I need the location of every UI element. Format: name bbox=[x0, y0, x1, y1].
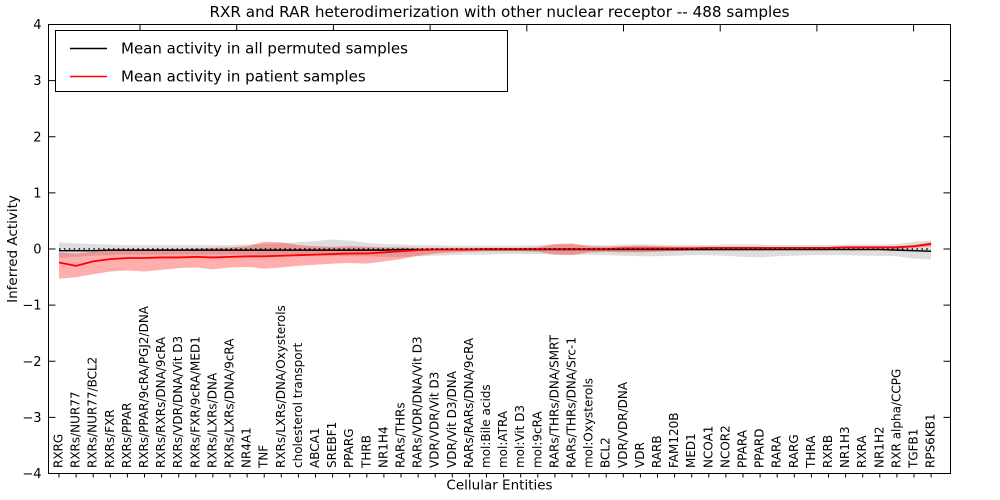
x-tick-label: VDR/VDR/DNA bbox=[616, 381, 630, 468]
x-tick-label: RARG bbox=[787, 434, 801, 468]
x-tick-label: NR4A1 bbox=[240, 427, 254, 468]
x-tick-label: RXRs/VDR/DNA/Vit D3 bbox=[171, 336, 185, 468]
legend-label: Mean activity in patient samples bbox=[121, 68, 366, 86]
x-tick-label: RXRs/NUR77 bbox=[69, 391, 83, 468]
x-tick-label: RXRG bbox=[52, 434, 66, 468]
y-tick-label: 0 bbox=[33, 243, 41, 258]
y-axis-label: Inferred Activity bbox=[5, 195, 21, 303]
x-tick-label: BCL2 bbox=[599, 437, 613, 468]
x-tick-label: RXR alpha/CCPG bbox=[889, 369, 903, 468]
x-tick-label: RXRB bbox=[821, 435, 835, 468]
x-tick-label: RXRs/LXRs/DNA/Oxysterols bbox=[274, 305, 288, 468]
x-tick-label: ABCA1 bbox=[308, 428, 322, 468]
y-tick-label: 4 bbox=[33, 18, 41, 33]
x-tick-label: VDR/VDR/Vit D3 bbox=[428, 372, 442, 468]
x-tick-label: NCOR2 bbox=[718, 425, 732, 468]
x-tick-label: mol:Bile acids bbox=[479, 384, 493, 468]
x-tick-label: RARs/RARs/DNA/9cRA bbox=[462, 337, 476, 468]
x-tick-label: RARs/THRs/DNA/SMRT bbox=[547, 334, 561, 468]
x-tick-label: RXRs/PPAR bbox=[120, 403, 134, 468]
x-tick-label: mol:Vit D3 bbox=[513, 405, 527, 468]
x-tick-label: VDR bbox=[633, 442, 647, 468]
chart-title: RXR and RAR heterodimerization with othe… bbox=[209, 3, 789, 21]
x-tick-label: THRB bbox=[359, 435, 373, 469]
y-axis: −4 −3 −2 −1 0 1 2 3 4 bbox=[22, 18, 951, 482]
x-tick-label: RARA bbox=[770, 435, 784, 468]
legend-label: Mean activity in all permuted samples bbox=[121, 40, 408, 58]
x-tick-label: RARs/VDR/DNA/Vit D3 bbox=[411, 336, 425, 468]
x-tick-label: mol:9cRA bbox=[530, 411, 544, 468]
y-tick-label: −3 bbox=[22, 411, 41, 426]
x-tick-label: TNF bbox=[257, 445, 271, 469]
x-tick-label: NR1H4 bbox=[376, 426, 390, 468]
x-tick-label: THRA bbox=[804, 435, 818, 469]
x-tick-label: MED1 bbox=[684, 433, 698, 468]
x-tick-label: RXRs/LXRs/DNA bbox=[205, 372, 219, 468]
x-tick-label: VDR/Vit D3/DNA bbox=[445, 370, 459, 468]
x-tick-label: RXRs/NUR77/BCL2 bbox=[86, 357, 100, 468]
x-axis-label: Cellular Entities bbox=[446, 478, 552, 494]
x-tick-label: RXRs/FXR bbox=[103, 409, 117, 468]
x-tick-label: NR1H3 bbox=[838, 426, 852, 468]
x-tick-label: RARs/THRs bbox=[394, 402, 408, 468]
x-tick-label: RXRA bbox=[855, 435, 869, 468]
y-tick-label: 2 bbox=[33, 130, 41, 145]
x-tick-label: RXRs/RXRs/DNA/9cRA bbox=[154, 336, 168, 468]
x-tick-label: mol:Oxysterols bbox=[582, 378, 596, 468]
x-tick-label: RXRs/PPAR/9cRA/PGJ2/DNA bbox=[137, 305, 151, 468]
y-tick-label: −4 bbox=[22, 467, 41, 482]
legend: Mean activity in all permuted samples Mea… bbox=[55, 30, 508, 92]
y-tick-label: 1 bbox=[33, 186, 41, 201]
x-tick-label: SREBF1 bbox=[325, 422, 339, 468]
x-tick-label: NCOA1 bbox=[701, 426, 715, 468]
x-tick-label: PPARA bbox=[736, 429, 750, 468]
x-tick-label: FAM120B bbox=[667, 413, 681, 469]
x-tick-label: RARB bbox=[650, 435, 664, 468]
patient-mean-line bbox=[58, 243, 932, 267]
y-tick-label: −1 bbox=[22, 299, 41, 314]
y-tick-label: 3 bbox=[33, 74, 41, 89]
x-tick-label: RPS6KB1 bbox=[924, 413, 938, 468]
x-tick-label: NR1H2 bbox=[872, 426, 886, 468]
x-tick-label: mol:ATRA bbox=[496, 410, 510, 468]
legend-box bbox=[55, 30, 508, 92]
x-tick-label: PPARG bbox=[342, 428, 356, 468]
y-tick-label: −2 bbox=[22, 355, 41, 370]
patient-band bbox=[59, 241, 932, 279]
x-axis: RXRG RXRs/NUR77 RXRs/NUR77/BCL2 RXRs/FXR RXR… bbox=[52, 24, 938, 478]
x-tick-label: cholesterol transport bbox=[291, 342, 305, 468]
x-tick-label: PPARD bbox=[753, 429, 767, 469]
x-tick-label: TGFB1 bbox=[907, 429, 921, 469]
x-tick-label: RXRs/FXR/9cRA/MED1 bbox=[188, 336, 202, 468]
x-tick-label: RARs/THRs/DNA/Src-1 bbox=[565, 337, 579, 468]
x-tick-label: RXRs/LXRs/DNA/9cRA bbox=[223, 338, 237, 468]
